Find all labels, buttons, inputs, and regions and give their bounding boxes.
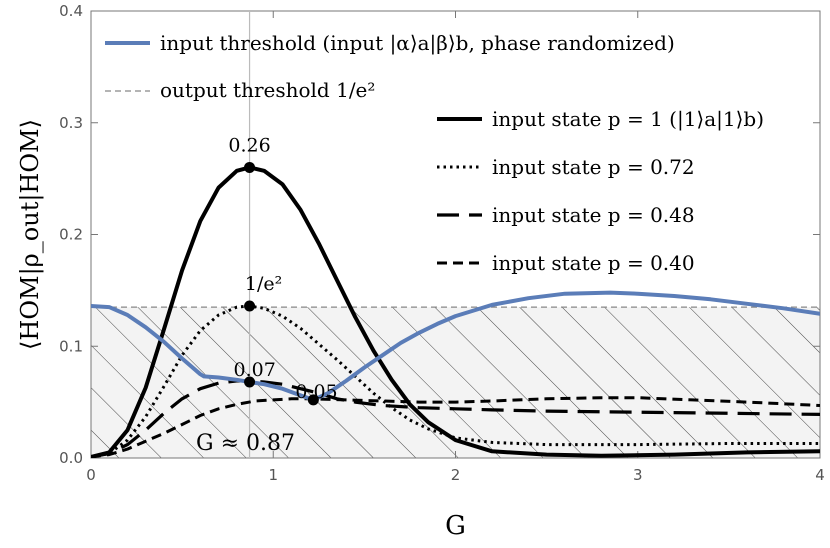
y-tick-label: 0.0 — [59, 449, 83, 467]
axes: 0 1 2 3 4 0.0 0.1 0.2 0.3 0.4 — [59, 2, 825, 484]
legend-label-state-1: input state p = 0.72 — [492, 155, 695, 179]
legend-label-output-threshold: output threshold 1/e² — [160, 78, 375, 102]
series-line-2 — [91, 304, 820, 458]
marker-point — [244, 161, 256, 173]
x-axis-label: G — [445, 511, 466, 541]
threshold-region-hatch — [91, 307, 820, 458]
legend-label-state-0: input state p = 1 (|1⟩a|1⟩b) — [492, 107, 764, 132]
y-tick-label: 0.3 — [59, 114, 83, 132]
y-tick-label: 0.4 — [59, 2, 83, 20]
marker-point — [307, 394, 319, 406]
y-axis-label: ⟨HOM|ρ_out|HOM⟩ — [16, 119, 45, 350]
marker-label: 1/e² — [245, 273, 282, 295]
threshold-region — [91, 307, 820, 458]
markers: 0.26 1/e² 0.07 0.05 G ≈ 0.87 — [196, 134, 338, 456]
x-tick-label: 2 — [451, 466, 461, 484]
marker-label: 0.26 — [228, 134, 270, 156]
marker-label: 0.07 — [234, 359, 276, 381]
y-tick-label: 0.1 — [59, 337, 83, 355]
marker-point — [244, 300, 256, 312]
x-tick-label: 1 — [268, 466, 278, 484]
legend-label-state-2: input state p = 0.48 — [492, 203, 695, 227]
marker-point — [244, 376, 256, 388]
axis-labels: G ⟨HOM|ρ_out|HOM⟩ — [16, 119, 466, 541]
x-tick-label: 0 — [86, 466, 96, 484]
series-line-4 — [91, 396, 820, 458]
y-tick-label: 0.2 — [59, 226, 83, 244]
legend: input threshold (input |α⟩a|β⟩b, phase r… — [105, 31, 764, 275]
series-line-0 — [91, 290, 820, 402]
series-line-1 — [91, 165, 820, 458]
series-line-3 — [91, 379, 820, 458]
legend-label-state-3: input state p = 0.40 — [492, 251, 695, 275]
marker-label: 0.05 — [295, 381, 337, 403]
series-layer — [91, 165, 820, 458]
x-tick-label: 3 — [633, 466, 643, 484]
g-annotation: G ≈ 0.87 — [196, 431, 295, 456]
legend-label-input-threshold: input threshold (input |α⟩a|β⟩b, phase r… — [160, 31, 675, 56]
x-tick-label: 4 — [815, 466, 825, 484]
